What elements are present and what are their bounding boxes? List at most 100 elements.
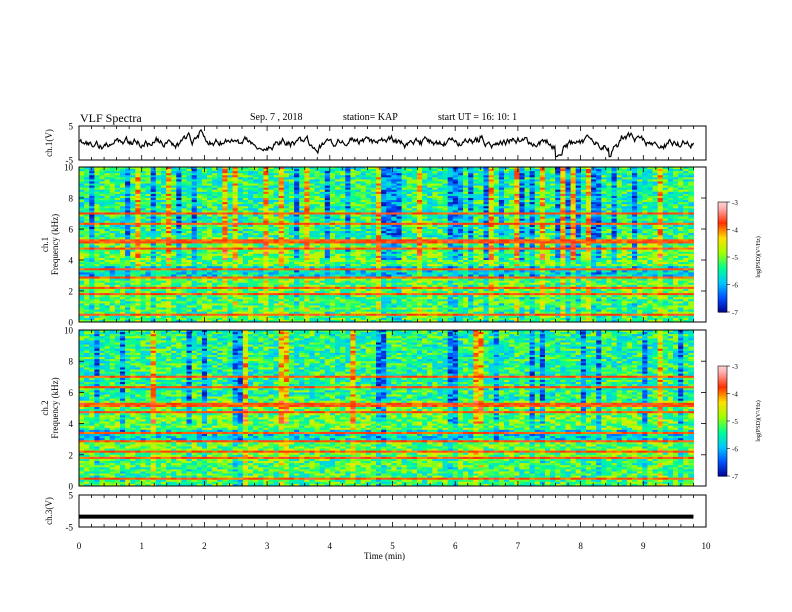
heatmap-cell — [606, 167, 613, 170]
heatmap-cell — [227, 183, 234, 187]
heatmap-cell — [457, 195, 464, 199]
heatmap-cell — [365, 175, 372, 178]
heatmap-cell — [657, 200, 664, 203]
heatmap-cell — [550, 195, 556, 199]
heatmap-cell — [688, 193, 694, 197]
heatmap-cell — [273, 193, 280, 197]
heatmap-cell — [283, 179, 290, 182]
heatmap-cell — [314, 187, 321, 191]
heatmap-cell — [145, 202, 152, 205]
heatmap-cell — [565, 169, 572, 172]
heatmap-cell — [340, 179, 346, 182]
heatmap-cell — [555, 189, 561, 193]
heatmap-cell — [585, 198, 592, 201]
heatmap-cell — [166, 200, 172, 203]
heatmap-cell — [396, 177, 403, 180]
heatmap-cell — [119, 181, 126, 185]
heatmap-cell — [288, 185, 295, 189]
heatmap-cell — [447, 191, 454, 195]
heatmap-cell — [130, 198, 136, 201]
heatmap-cell — [258, 173, 264, 176]
heatmap-cell — [360, 179, 367, 182]
heatmap-cell — [401, 175, 408, 178]
heatmap-cell — [457, 189, 464, 193]
heatmap-cell — [186, 193, 193, 197]
heatmap-cell — [181, 183, 188, 187]
heatmap-cell — [550, 169, 556, 172]
heatmap-cell — [519, 198, 525, 201]
heatmap-cell — [483, 198, 490, 201]
heatmap-cell — [427, 171, 433, 174]
heatmap-cell — [442, 169, 449, 172]
heatmap-cell — [647, 173, 653, 176]
heatmap-cell — [135, 171, 141, 174]
heatmap-cell — [432, 183, 438, 187]
heatmap-cell — [89, 173, 95, 176]
heatmap-cell — [580, 185, 587, 189]
heatmap-cell — [406, 181, 413, 185]
heatmap-cell — [616, 169, 623, 172]
heatmap-cell — [391, 173, 397, 176]
heatmap-cell — [79, 179, 85, 182]
heatmap-cell — [647, 169, 653, 172]
heatmap-cell — [468, 191, 474, 195]
heatmap-cell — [360, 183, 367, 187]
heatmap-cell — [130, 183, 136, 187]
heatmap-cell — [642, 179, 648, 182]
heatmap-cell — [616, 167, 623, 170]
heatmap-cell — [304, 169, 310, 172]
heatmap-cell — [227, 200, 234, 203]
heatmap-cell — [550, 181, 556, 185]
heatmap-cell — [150, 177, 157, 180]
heatmap-cell — [227, 191, 234, 195]
heatmap-cell — [529, 189, 536, 193]
heatmap-cell — [575, 189, 582, 193]
heatmap-cell — [672, 179, 679, 182]
heatmap-cell — [329, 181, 336, 185]
heatmap-cell — [365, 198, 372, 201]
heatmap-cell — [504, 189, 510, 193]
heatmap-cell — [222, 179, 228, 182]
heatmap-cell — [401, 173, 408, 176]
heatmap-cell — [662, 175, 669, 178]
heatmap-cell — [626, 187, 633, 191]
heatmap-cell — [642, 181, 648, 185]
heatmap-cell — [493, 187, 500, 191]
heatmap-cell — [227, 177, 234, 180]
heatmap-cell — [253, 191, 259, 195]
heatmap-cell — [565, 175, 572, 178]
heatmap-cell — [539, 177, 546, 180]
heatmap-cell — [299, 183, 305, 187]
heatmap-cell — [463, 179, 469, 182]
heatmap-cell — [119, 175, 126, 178]
heatmap-cell — [329, 183, 336, 187]
heatmap-cell — [555, 183, 561, 187]
heatmap-cell — [355, 177, 362, 180]
heatmap-cell — [463, 198, 469, 201]
heatmap-cell — [585, 169, 592, 172]
heatmap-cell — [688, 185, 694, 189]
heatmap-cell — [314, 191, 321, 195]
heatmap-cell — [109, 195, 116, 199]
heatmap-cell — [529, 177, 536, 180]
heatmap-cell — [678, 195, 684, 199]
heatmap-cell — [222, 175, 228, 178]
heatmap-cell — [186, 171, 193, 174]
heatmap-cell — [401, 198, 408, 201]
heatmap-cell — [647, 193, 653, 197]
heatmap-cell — [642, 189, 648, 193]
heatmap-cell — [611, 187, 618, 191]
heatmap-cell — [155, 183, 162, 187]
heatmap-cell — [529, 195, 536, 199]
spectrogram-ch1 — [79, 167, 694, 323]
heatmap-cell — [79, 198, 85, 201]
heatmap-cell — [299, 198, 305, 201]
heatmap-cell — [626, 167, 633, 170]
heatmap-cell — [386, 177, 392, 180]
heatmap-cell — [463, 185, 469, 189]
heatmap-cell — [539, 175, 546, 178]
heatmap-cell — [452, 175, 459, 178]
heatmap-cell — [580, 191, 587, 195]
heatmap-cell — [672, 195, 679, 199]
